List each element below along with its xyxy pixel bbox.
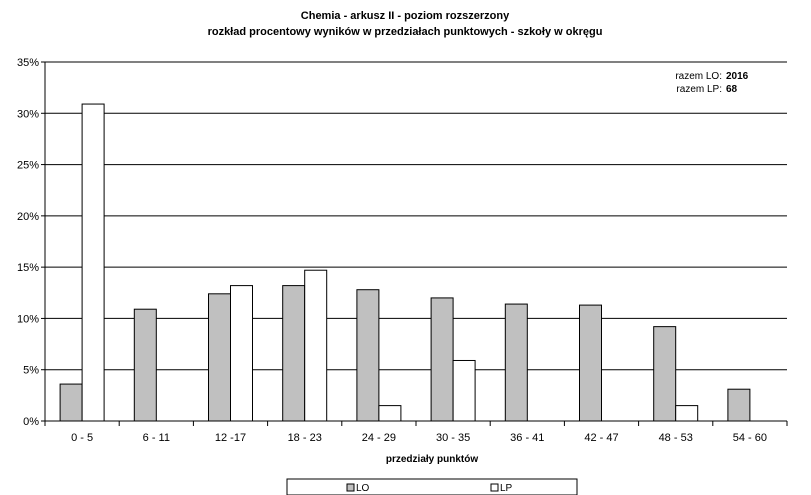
chart-subtitle: rozkład procentowy wyników w przedziałac… — [208, 26, 603, 38]
bar-lo — [727, 388, 751, 422]
x-tick-label: 6 - 11 — [143, 432, 170, 444]
x-tick-label: 30 - 35 — [436, 432, 470, 444]
y-axis-ticks: 0% 5% 10% 15% 20% 25% 30% 35% — [17, 57, 45, 428]
y-tick-label: 10% — [17, 313, 39, 325]
y-tick-label: 30% — [17, 108, 39, 120]
total-annotation: razem LO: 2016 razem LP: 68 — [675, 71, 748, 95]
bar-lo — [356, 289, 380, 422]
bar-lo — [208, 293, 231, 422]
bar-lp — [230, 285, 253, 422]
y-tick-label: 35% — [17, 57, 39, 69]
x-axis-label: przedziały punktów — [386, 454, 478, 465]
x-tick-label: 18 - 23 — [288, 432, 322, 444]
bar-lo — [59, 383, 83, 422]
annotation-lo-label: razem LO: — [675, 71, 722, 82]
bar-lp — [675, 405, 699, 422]
bar-lo — [430, 297, 454, 422]
annotation-lp-value: 68 — [726, 84, 738, 95]
legend-label-lo: LO — [356, 483, 370, 494]
x-tick-label: 48 - 53 — [659, 432, 693, 444]
bar-lo — [133, 308, 157, 422]
bar-lp — [378, 405, 402, 422]
y-tick-label: 15% — [17, 262, 39, 274]
bar-lo — [504, 303, 528, 422]
annotation-lp-label: razem LP: — [676, 84, 722, 95]
bar-lp — [81, 103, 105, 422]
legend: LO LP — [286, 478, 578, 495]
bars — [59, 103, 751, 422]
bar-lo — [579, 304, 602, 422]
bar-lp — [452, 359, 476, 422]
y-tick-label: 0% — [23, 416, 39, 428]
legend-swatch-lo — [346, 483, 355, 492]
x-tick-label: 54 - 60 — [733, 432, 767, 444]
bar-lo — [653, 326, 677, 422]
annotation-lo-value: 2016 — [726, 71, 749, 82]
bar-lo — [282, 285, 306, 422]
x-tick-label: 42 - 47 — [584, 432, 618, 444]
y-tick-label: 5% — [23, 365, 39, 377]
legend-label-lp: LP — [500, 483, 513, 494]
x-tick-label: 12 -17 — [215, 432, 246, 444]
y-tick-label: 20% — [17, 211, 39, 223]
legend-swatch-lp — [490, 483, 499, 492]
chart-title: Chemia - arkusz II - poziom rozszerzony — [301, 10, 510, 22]
legend-box — [286, 478, 578, 495]
y-tick-label: 25% — [17, 160, 39, 172]
x-axis-ticks: 0 - 5 6 - 11 12 -17 18 - 23 24 - 29 30 - 35 36… — [71, 421, 788, 444]
x-tick-label: 0 - 5 — [71, 432, 93, 444]
gridlines — [45, 61, 787, 371]
x-tick-label: 36 - 41 — [510, 432, 544, 444]
bar-lp — [304, 269, 328, 422]
x-tick-label: 24 - 29 — [362, 432, 396, 444]
